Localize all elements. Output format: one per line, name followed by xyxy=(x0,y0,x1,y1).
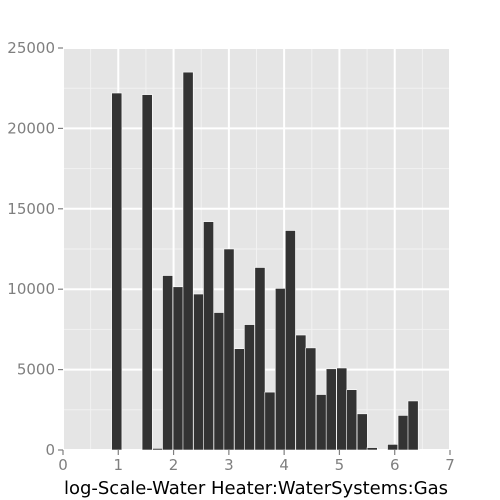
histogram-bar xyxy=(162,275,174,451)
histogram-bar xyxy=(141,94,153,451)
y-axis-ticks: 0 5000 10000 15000 20000 25000 xyxy=(7,39,63,459)
x-axis-title: log-Scale-Water Heater:WaterSystems:Gas xyxy=(64,478,448,499)
y-tick-label: 25000 xyxy=(7,39,55,57)
histogram-bar xyxy=(336,367,348,451)
histogram-bar xyxy=(182,71,194,451)
histogram-bar xyxy=(223,248,235,451)
histogram-bar xyxy=(315,394,327,451)
histogram-bar xyxy=(387,444,399,451)
x-tick-label: 3 xyxy=(224,456,234,474)
histogram-bar xyxy=(254,267,266,451)
histogram-bar xyxy=(397,415,409,451)
histogram-bar xyxy=(234,348,245,451)
x-tick-label: 5 xyxy=(335,456,345,474)
histogram-bar xyxy=(356,413,368,451)
x-tick-label: 7 xyxy=(445,456,455,474)
histogram-bar xyxy=(295,334,307,451)
histogram-bar xyxy=(152,448,164,451)
histogram-bar xyxy=(111,92,123,451)
x-tick-label: 6 xyxy=(390,456,400,474)
histogram-bar xyxy=(172,286,184,451)
y-tick-label: 20000 xyxy=(7,119,55,137)
y-tick-label: 10000 xyxy=(7,280,55,298)
histogram-bar xyxy=(213,312,225,451)
x-tick-label: 2 xyxy=(169,456,179,474)
histogram-bar xyxy=(366,447,378,451)
x-axis-ticks: 0 1 2 3 4 5 6 7 xyxy=(58,450,455,474)
histogram-bar xyxy=(346,389,358,451)
histogram-bar xyxy=(193,293,205,451)
histogram-bar xyxy=(407,400,419,451)
histogram-bar xyxy=(244,324,255,451)
histogram-bar xyxy=(325,368,337,451)
x-tick-label: 1 xyxy=(114,456,124,474)
histogram-bar xyxy=(284,230,296,451)
x-tick-label: 4 xyxy=(279,456,289,474)
y-tick-label: 5000 xyxy=(17,361,55,379)
histogram-bar xyxy=(305,347,317,451)
y-tick-label: 15000 xyxy=(7,200,55,218)
x-tick-label: 0 xyxy=(58,456,68,474)
histogram-bars xyxy=(111,71,419,451)
y-tick-label: 0 xyxy=(45,441,55,459)
histogram-bar xyxy=(274,288,286,451)
histogram-bar xyxy=(264,391,276,451)
histogram-bar xyxy=(203,221,214,451)
